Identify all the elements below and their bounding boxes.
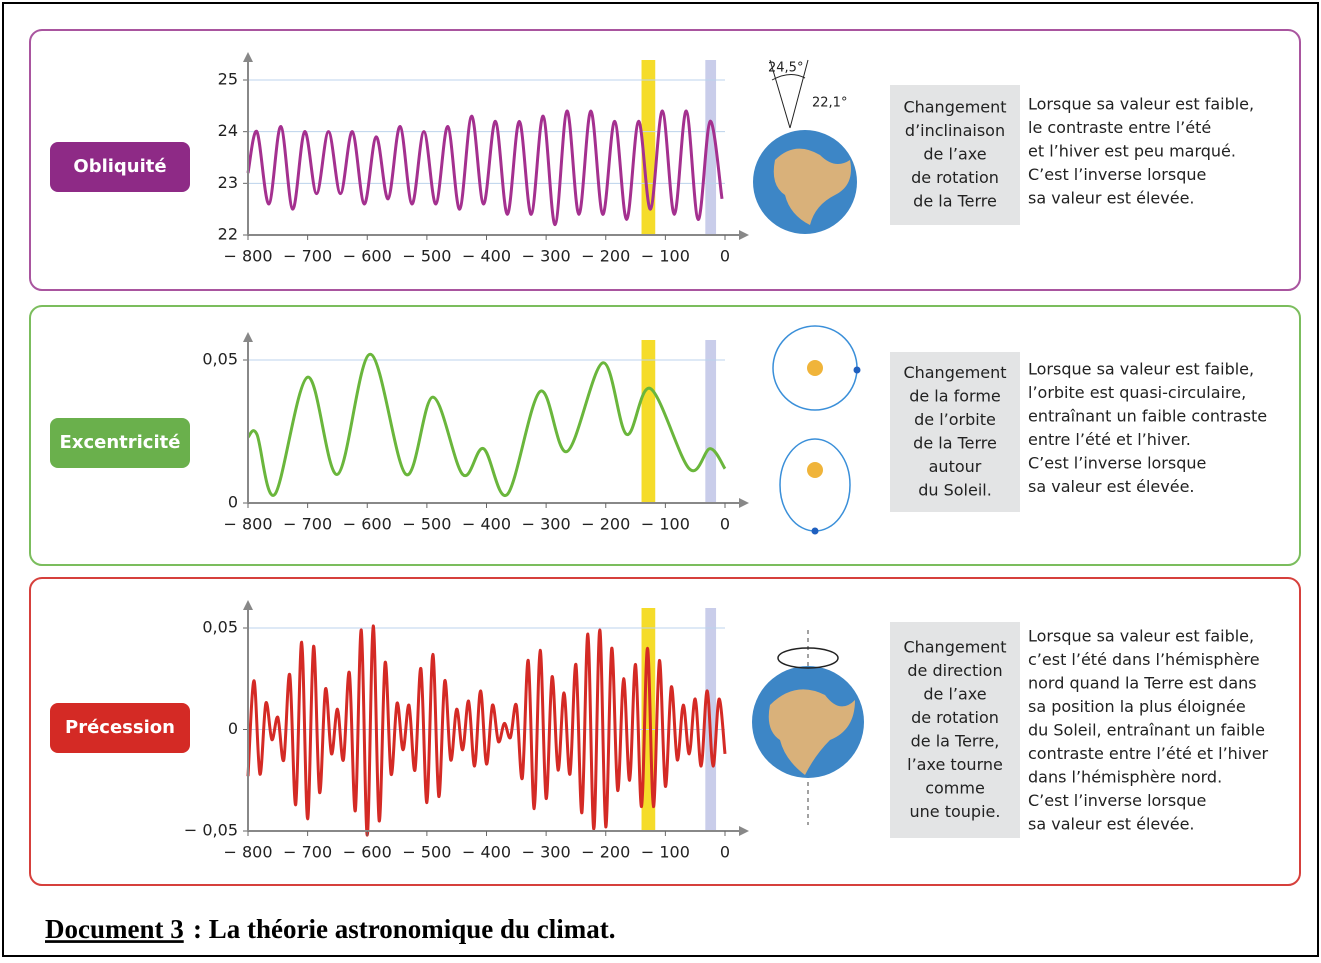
y-tick-label: − 0,05 — [184, 821, 238, 840]
description-line: C’est l’inverse lorsque — [1028, 165, 1206, 184]
x-tick-label: − 500 — [402, 247, 451, 266]
y-tick-label: 0 — [228, 493, 238, 512]
x-tick-label: − 200 — [581, 515, 630, 534]
box-line: du Soleil. — [918, 480, 992, 499]
box-line: Changement — [903, 363, 1006, 382]
description-line: sa valeur est élevée. — [1028, 477, 1195, 496]
box-line: de rotation — [911, 168, 999, 187]
y-tick-label: 24 — [218, 121, 238, 140]
x-tick-label: − 100 — [641, 515, 690, 534]
box-line: de l’axe — [923, 145, 986, 164]
x-tick-label: − 800 — [223, 247, 272, 266]
box-line: une toupie. — [910, 802, 1001, 821]
description-line: sa valeur est élevée. — [1028, 189, 1195, 208]
description-line: Lorsque sa valeur est faible, — [1028, 95, 1254, 114]
x-tick-label: − 700 — [283, 515, 332, 534]
box-line: comme — [925, 778, 985, 797]
x-tick-label: − 400 — [462, 843, 511, 862]
x-tick-label: − 600 — [343, 843, 392, 862]
box-line: de la forme — [909, 386, 1001, 405]
y-tick-label: 23 — [218, 173, 238, 192]
box-line: de rotation — [911, 708, 999, 727]
y-tick-label: 25 — [218, 70, 238, 89]
highlight-band — [642, 340, 656, 503]
x-tick-label: − 300 — [522, 843, 571, 862]
box-line: autour — [929, 457, 982, 476]
caption-text: : La théorie astronomique du climat. — [193, 914, 615, 944]
x-tick-label: − 400 — [462, 515, 511, 534]
description-line: le contraste entre l’été — [1028, 118, 1211, 137]
y-tick-label: 0 — [228, 719, 238, 738]
x-tick-label: − 800 — [223, 515, 272, 534]
angle-label: 22,1° — [812, 96, 847, 111]
x-tick-label: − 100 — [641, 843, 690, 862]
box-line: Changement — [903, 637, 1006, 656]
box-line: de l’orbite — [914, 410, 996, 429]
x-tick-label: − 300 — [522, 515, 571, 534]
x-tick-label: − 600 — [343, 515, 392, 534]
x-tick-label: − 500 — [402, 843, 451, 862]
box-line: l’axe tourne — [907, 755, 1003, 774]
box-line: Changement — [903, 98, 1006, 117]
box-line: de direction — [907, 661, 1002, 680]
box-line: de la Terre, — [911, 731, 1000, 750]
label-text: Précession — [65, 717, 175, 738]
y-tick-label: 0,05 — [202, 350, 238, 369]
label-text: Obliquité — [73, 156, 166, 177]
box-line: de la Terre — [913, 433, 997, 452]
x-tick-label: − 800 — [223, 843, 272, 862]
figure: Document 3 : La théorie astronomique du … — [0, 0, 1321, 959]
description-line: contraste entre l’été et l’hiver — [1028, 744, 1269, 763]
description-line: sa position la plus éloignée — [1028, 697, 1246, 716]
x-tick-label: − 200 — [581, 843, 630, 862]
description-line: nord quand la Terre est dans — [1028, 674, 1257, 693]
y-tick-label: 22 — [218, 225, 238, 244]
description-line: sa valeur est élevée. — [1028, 815, 1195, 834]
box-line: de la Terre — [913, 192, 997, 211]
highlight-band — [705, 340, 716, 503]
description-line: Lorsque sa valeur est faible, — [1028, 360, 1254, 379]
description-line: entre l’été et l’hiver. — [1028, 430, 1191, 449]
x-tick-label: − 100 — [641, 247, 690, 266]
x-tick-label: − 400 — [462, 247, 511, 266]
description-line: entraînant un faible contraste — [1028, 407, 1267, 426]
description-line: C’est l’inverse lorsque — [1028, 791, 1206, 810]
box-line: de l’axe — [923, 684, 986, 703]
x-tick-label: 0 — [720, 515, 730, 534]
description-line: du Soleil, entraînant un faible — [1028, 721, 1265, 740]
y-tick-label: 0,05 — [202, 618, 238, 637]
x-tick-label: − 300 — [522, 247, 571, 266]
x-tick-label: − 500 — [402, 515, 451, 534]
description-line: Lorsque sa valeur est faible, — [1028, 627, 1254, 646]
label-text: Excentricité — [60, 432, 181, 453]
x-tick-label: 0 — [720, 247, 730, 266]
box-line: d’inclinaison — [905, 121, 1005, 140]
angle-label: 24,5° — [768, 61, 803, 76]
x-tick-label: − 700 — [283, 247, 332, 266]
x-tick-label: − 200 — [581, 247, 630, 266]
x-tick-label: − 700 — [283, 843, 332, 862]
description-line: et l’hiver est peu marqué. — [1028, 142, 1236, 161]
x-tick-label: − 600 — [343, 247, 392, 266]
description-line: l’orbite est quasi-circulaire, — [1028, 383, 1246, 402]
caption-label: Document 3 — [45, 914, 184, 944]
x-tick-label: 0 — [720, 843, 730, 862]
description-line: dans l’hémisphère nord. — [1028, 768, 1222, 787]
description-line: C’est l’inverse lorsque — [1028, 454, 1206, 473]
description-line: c’est l’été dans l’hémisphère — [1028, 650, 1260, 669]
